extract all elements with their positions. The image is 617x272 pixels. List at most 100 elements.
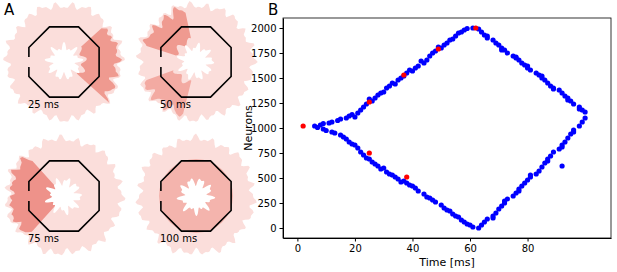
point (502, 198, 507, 203)
point (398, 179, 403, 184)
point (324, 128, 329, 133)
point (470, 224, 475, 229)
point (571, 101, 576, 106)
tick-mark (297, 238, 298, 242)
center-hole (177, 178, 216, 215)
tick: 0 (295, 238, 301, 254)
tick: 500 (257, 173, 283, 184)
octagon (161, 161, 231, 231)
series (312, 25, 588, 230)
octagon (161, 27, 231, 97)
snapshot: 25 ms (3, 2, 125, 121)
point (332, 130, 337, 135)
point (505, 50, 510, 55)
point (525, 63, 530, 68)
point (583, 115, 588, 120)
point (416, 188, 421, 193)
point (381, 89, 386, 94)
panel-label: B (268, 1, 278, 19)
tick-mark (412, 238, 413, 242)
tick-label: 40 (407, 243, 420, 254)
snapshot: 75 ms (4, 134, 125, 255)
tick-mark (280, 103, 284, 104)
point (559, 163, 564, 168)
tick-label: 2000 (251, 23, 276, 34)
figure: A25 ms 50 ms 75 ms 100 ms B 0 20 40 60 80 0 250 500 7… (0, 0, 617, 272)
plot-area (301, 25, 588, 230)
point (551, 86, 556, 91)
tick-mark (470, 238, 471, 242)
point (410, 183, 415, 188)
point (465, 221, 470, 226)
point (301, 123, 306, 128)
activity-wedge (143, 7, 191, 56)
tick-mark (280, 178, 284, 179)
x-axis-title: Time [ms] (418, 256, 474, 269)
point (378, 166, 383, 171)
point (352, 142, 357, 147)
point (565, 97, 570, 102)
point (407, 67, 412, 72)
snapshot: 50 ms (136, 1, 258, 122)
activity-disc (3, 2, 125, 121)
tick-mark (280, 228, 284, 229)
point (577, 106, 582, 111)
point (321, 121, 326, 126)
x-axis: 0 20 40 60 80 (284, 238, 612, 254)
point (485, 33, 490, 38)
tick-label: 60 (464, 243, 477, 254)
point (459, 29, 464, 34)
point (401, 72, 406, 77)
octagon (29, 161, 99, 231)
tick-mark (280, 203, 284, 204)
activity-disc (136, 1, 258, 122)
tick-label: 0 (270, 223, 276, 234)
tick-label: 250 (257, 198, 276, 209)
point (416, 63, 421, 68)
point (338, 116, 343, 121)
point (571, 129, 576, 134)
center-hole (177, 43, 214, 80)
point (367, 99, 372, 104)
point (473, 25, 478, 30)
point (419, 58, 424, 63)
tick: 60 (464, 238, 477, 254)
point (329, 119, 334, 124)
tick: 20 (349, 238, 362, 254)
center-hole (45, 42, 84, 79)
time-label: 50 ms (160, 99, 191, 110)
center-hole (45, 178, 82, 215)
tick-label: 80 (522, 243, 535, 254)
tick: 2000 (251, 23, 283, 34)
time-label: 100 ms (160, 233, 197, 244)
point (513, 54, 518, 59)
tick-mark (280, 128, 284, 129)
point (447, 37, 452, 42)
tick-mark (280, 28, 284, 29)
time-label: 75 ms (28, 233, 59, 244)
tick: 40 (407, 238, 420, 254)
point (352, 114, 357, 119)
y-axis: 025050075010001250150017502000 (251, 19, 283, 239)
point (516, 188, 521, 193)
point (583, 109, 588, 114)
point (485, 216, 490, 221)
tick-mark (355, 238, 356, 242)
point (367, 150, 372, 155)
series (301, 25, 479, 179)
tick-label: 1750 (251, 48, 276, 59)
tick-label: 750 (257, 148, 276, 159)
tick: 250 (257, 198, 283, 209)
tick-label: 20 (349, 243, 362, 254)
tick-mark (280, 153, 284, 154)
panel-label: A (4, 1, 15, 19)
octagon (29, 27, 99, 97)
point (539, 73, 544, 78)
tick-mark (280, 78, 284, 79)
axis-line (284, 238, 612, 239)
tick: 0 (270, 223, 283, 234)
point (433, 199, 438, 204)
point (315, 125, 320, 130)
point (367, 156, 372, 161)
tick-mark (528, 238, 529, 242)
